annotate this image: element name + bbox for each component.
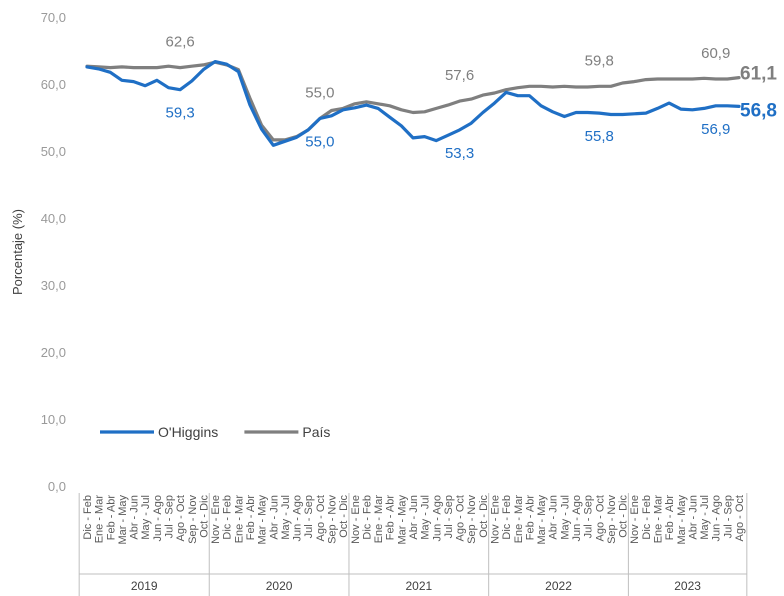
x-tick-label: Ene - Mar (653, 495, 665, 544)
x-tick-label: Jul - Sep (164, 495, 176, 538)
x-tick-label: Dic - Feb (82, 495, 94, 540)
y-tick-label: 60,0 (41, 77, 66, 92)
x-tick-label: Nov - Ene (350, 495, 362, 544)
x-tick-label: Dic - Feb (641, 495, 653, 540)
x-tick-label: Ago - Oct (594, 495, 606, 541)
axes-layer: 0,0 10,0 20,0 30,0 40,0 50,0 60,0 70,0 Dic - Feb… (41, 10, 748, 596)
year-label: 2021 (405, 579, 432, 593)
x-tick-label: Feb - Abr (105, 495, 117, 541)
x-tick-label: Feb - Abr (245, 495, 257, 541)
x-tick-label: Mar - May (676, 495, 688, 545)
x-tick-label: Sep - Nov (606, 495, 618, 544)
x-tick-label: Sep - Nov (327, 495, 339, 544)
x-tick-label: Abr - Jun (268, 495, 280, 540)
x-tick-label: Nov - Ene (490, 495, 502, 544)
x-tick-label: Sep - Nov (466, 495, 478, 544)
x-tick-label: Jul - Sep (443, 495, 455, 538)
x-tick-label: May - Jul (699, 495, 711, 540)
x-tick-label: Ago - Oct (734, 495, 746, 541)
x-tick-label: Jun - Ago (152, 495, 164, 541)
year-label: 2022 (545, 579, 572, 593)
x-tick-label: Feb - Abr (664, 495, 676, 541)
legend: O'Higgins País (100, 424, 330, 440)
series-layer (85, 59, 741, 147)
x-tick-label: Ene - Mar (233, 495, 245, 544)
x-tick-label: Jun - Ago (711, 495, 723, 541)
year-label: 2023 (674, 579, 701, 593)
x-tick-label: Jul - Sep (583, 495, 595, 538)
x-tick-label: Oct - Dic (478, 495, 490, 538)
data-label: 53,3 (445, 145, 474, 162)
x-tick-label: Mar - May (396, 495, 408, 545)
y-tick-label: 70,0 (41, 10, 66, 25)
data-label: 62,6 (166, 34, 195, 51)
x-tick-label: Ago - Oct (315, 495, 327, 541)
x-tick-label: Dic - Feb (361, 495, 373, 540)
year-label: 2019 (131, 579, 158, 593)
x-tick-label: Abr - Jun (408, 495, 420, 540)
x-tick-label: Abr - Jun (687, 495, 699, 540)
x-tick-label: Oct - Dic (338, 495, 350, 538)
y-tick-label: 0,0 (48, 479, 66, 494)
series-line-ohiggins (85, 59, 741, 147)
x-tick-label: Abr - Jun (548, 495, 560, 540)
x-tick-label: Ene - Mar (94, 495, 106, 544)
x-tick-label: May - Jul (559, 495, 571, 540)
x-tick-label: Feb - Abr (385, 495, 397, 541)
y-tick-label: 50,0 (41, 144, 66, 159)
data-labels-layer: 62,6 59,3 55,0 55,0 57,6 53,3 59,8 55,8 60,9 56,9… (166, 34, 778, 162)
y-axis-label: Porcentaje (%) (10, 209, 25, 295)
x-tick-label: Jun - Ago (292, 495, 304, 541)
x-tick-label: Ago - Oct (175, 495, 187, 541)
x-tick-label: May - Jul (280, 495, 292, 540)
x-tick-label: Jun - Ago (431, 495, 443, 541)
data-label: 60,9 (701, 45, 730, 62)
x-tick-label: Jul - Sep (722, 495, 734, 538)
data-label: 55,0 (305, 134, 334, 151)
data-label: 55,0 (305, 85, 334, 102)
data-label: 57,6 (445, 67, 474, 84)
y-tick-label: 20,0 (41, 345, 66, 360)
x-tick-label: May - Jul (140, 495, 152, 540)
x-tick-label: Ene - Mar (513, 495, 525, 544)
x-tick-label: Sep - Nov (187, 495, 199, 544)
legend-label: O'Higgins (158, 424, 218, 440)
y-tick-label: 10,0 (41, 412, 66, 427)
legend-label: País (302, 424, 330, 440)
x-tick-label: Feb - Abr (524, 495, 536, 541)
x-tick-label: Ene - Mar (373, 495, 385, 544)
data-label: 56,9 (701, 121, 730, 138)
x-tick-label: Jul - Sep (303, 495, 315, 538)
year-label: 2020 (266, 579, 293, 593)
series-line-pais (85, 60, 741, 142)
x-tick-label: Mar - May (257, 495, 269, 545)
x-tick-label: Mar - May (536, 495, 548, 545)
data-label: 59,8 (585, 52, 614, 69)
x-tick-label: Abr - Jun (129, 495, 141, 540)
x-tick-label: Nov - Ene (629, 495, 641, 544)
y-tick-label: 40,0 (41, 211, 66, 226)
x-tick-label: May - Jul (420, 495, 432, 540)
x-tick-label: Nov - Ene (210, 495, 222, 544)
data-label: 61,1 (740, 64, 777, 85)
x-tick-label: Oct - Dic (618, 495, 630, 538)
x-tick-label: Dic - Feb (501, 495, 513, 540)
x-tick-label: Ago - Oct (455, 495, 467, 541)
x-tick-label: Dic - Feb (222, 495, 234, 540)
data-label: 59,3 (166, 105, 195, 122)
data-label: 55,8 (585, 128, 614, 145)
x-tick-label: Jun - Ago (571, 495, 583, 541)
y-tick-label: 30,0 (41, 278, 66, 293)
x-tick-label: Mar - May (117, 495, 129, 545)
x-tick-label: Oct - Dic (198, 495, 210, 538)
data-label: 56,8 (740, 100, 777, 121)
